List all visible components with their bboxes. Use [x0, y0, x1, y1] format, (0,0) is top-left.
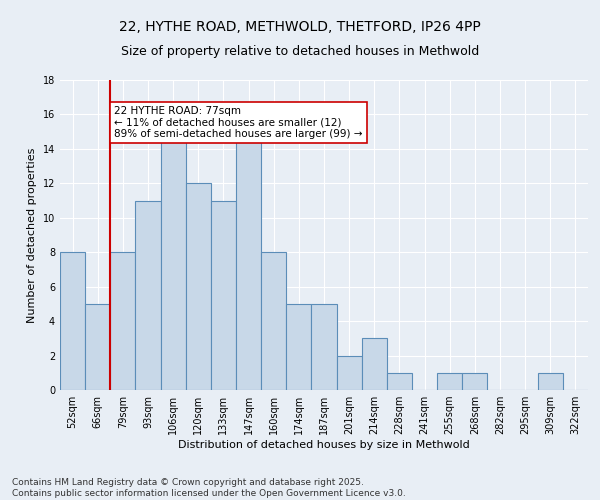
Text: Contains HM Land Registry data © Crown copyright and database right 2025.
Contai: Contains HM Land Registry data © Crown c… — [12, 478, 406, 498]
Bar — [110, 252, 136, 390]
Bar — [337, 356, 362, 390]
Bar — [60, 252, 85, 390]
Bar — [261, 252, 286, 390]
Bar — [462, 373, 487, 390]
Bar — [286, 304, 311, 390]
Bar — [85, 304, 110, 390]
Bar — [236, 132, 261, 390]
Text: 22 HYTHE ROAD: 77sqm
← 11% of detached houses are smaller (12)
89% of semi-detac: 22 HYTHE ROAD: 77sqm ← 11% of detached h… — [114, 106, 362, 139]
Text: Size of property relative to detached houses in Methwold: Size of property relative to detached ho… — [121, 45, 479, 58]
Bar — [136, 200, 161, 390]
Bar — [161, 132, 186, 390]
Bar — [437, 373, 462, 390]
Bar — [311, 304, 337, 390]
Bar — [211, 200, 236, 390]
Y-axis label: Number of detached properties: Number of detached properties — [27, 148, 37, 322]
Bar — [538, 373, 563, 390]
X-axis label: Distribution of detached houses by size in Methwold: Distribution of detached houses by size … — [178, 440, 470, 450]
Bar — [362, 338, 387, 390]
Text: 22, HYTHE ROAD, METHWOLD, THETFORD, IP26 4PP: 22, HYTHE ROAD, METHWOLD, THETFORD, IP26… — [119, 20, 481, 34]
Bar — [186, 184, 211, 390]
Bar — [387, 373, 412, 390]
